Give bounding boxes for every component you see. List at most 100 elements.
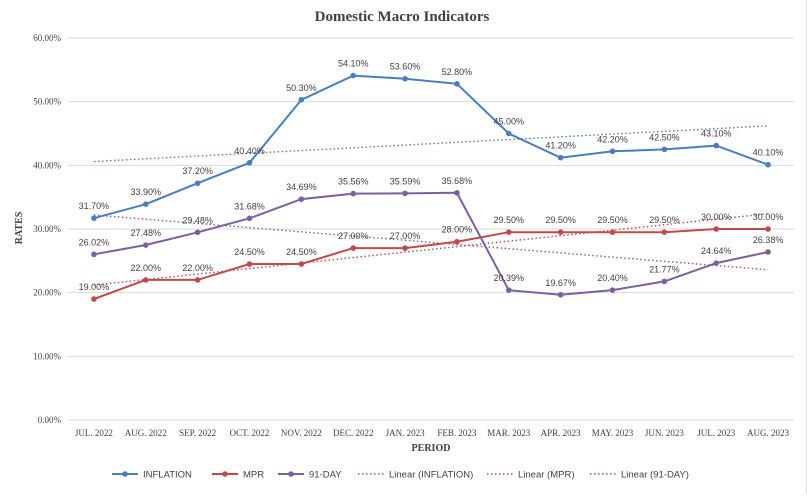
x-tick-label: SEP. 2022: [179, 428, 216, 438]
x-tick-label: MAR. 2023: [487, 428, 531, 438]
data-label: 21.77%: [649, 264, 680, 274]
data-point: [194, 229, 201, 236]
x-tick-label: OCT. 2022: [230, 428, 270, 438]
data-label: 35.59%: [390, 176, 421, 186]
data-label: 43.10%: [701, 129, 732, 139]
data-point: [505, 287, 512, 293]
data-label: 40.40%: [234, 146, 265, 156]
trendlines: [93, 125, 769, 286]
data-point: [557, 154, 564, 161]
data-point: [402, 75, 408, 82]
x-tick-label: JUN. 2023: [645, 428, 685, 438]
data-label: 22.00%: [182, 263, 213, 273]
data-point: [765, 226, 771, 232]
data-point: [298, 261, 305, 267]
data-point: [609, 148, 616, 155]
x-tick-label: JUL. 2023: [697, 428, 735, 438]
data-point: [298, 96, 305, 103]
data-label: 19.67%: [545, 278, 576, 288]
data-point: [350, 245, 357, 251]
data-label: 24.64%: [701, 246, 732, 256]
data-point: [661, 278, 668, 285]
data-point: [609, 229, 616, 235]
data-point: [454, 238, 460, 245]
data-label: 20.39%: [494, 273, 525, 283]
data-point: [505, 130, 512, 137]
legend-item: Linear (MPR): [487, 470, 575, 481]
y-tick-label: 10.00%: [33, 351, 61, 361]
data-point: [298, 196, 305, 202]
data-label: 30.00%: [753, 212, 784, 222]
data-label: 54.10%: [338, 59, 369, 69]
data-label: 45.00%: [494, 117, 525, 127]
y-tick-label: 40.00%: [33, 160, 61, 170]
trendline: [93, 213, 769, 286]
x-tick-label: DEC. 2022: [333, 428, 374, 438]
legend-label: MPR: [243, 470, 264, 481]
data-label: 40.10%: [753, 148, 784, 158]
legend-marker: [288, 471, 294, 477]
data-label: 27.48%: [131, 228, 162, 238]
data-label: 24.50%: [234, 247, 265, 257]
x-axis-title: PERIOD: [412, 443, 451, 454]
series-line: [93, 228, 769, 300]
data-point: [661, 229, 668, 235]
gridlines: [68, 37, 794, 421]
x-tick-label: JUL. 2022: [75, 428, 113, 438]
legend: INFLATION MPR 91-DAY Linear (INFLATION) Line…: [112, 470, 689, 481]
x-tick-label: FEB. 2023: [437, 428, 477, 438]
data-label: 19.00%: [79, 282, 110, 292]
y-tick-label: 50.00%: [33, 97, 61, 107]
data-label: 35.56%: [338, 177, 369, 187]
y-tick-label: 60.00%: [33, 33, 61, 43]
x-axis-tick-labels: JUL. 2022 AUG. 2022 SEP. 2022 OCT. 2022 NOV.…: [75, 428, 790, 438]
x-tick-label: AUG. 2023: [747, 428, 789, 438]
data-label: 29.50%: [649, 215, 680, 225]
data-label: 50.30%: [286, 83, 317, 93]
data-point: [557, 229, 564, 235]
data-label: 35.68%: [442, 176, 473, 186]
data-label: 52.80%: [442, 67, 473, 77]
trendline: [93, 214, 769, 271]
data-point: [142, 201, 149, 207]
data-label: 30.00%: [701, 212, 732, 222]
legend-label: 91-DAY: [309, 470, 342, 481]
legend-item: Linear (91-DAY): [590, 470, 689, 481]
x-tick-label: AUG. 2022: [125, 428, 167, 438]
data-point: [194, 180, 201, 186]
data-label: 33.90%: [131, 187, 162, 197]
data-point: [505, 229, 512, 235]
data-point: [713, 260, 720, 266]
x-tick-label: MAY. 2023: [592, 428, 634, 438]
data-label: 41.20%: [545, 141, 576, 151]
legend-label: Linear (INFLATION): [389, 470, 473, 481]
data-point: [454, 81, 460, 87]
data-point: [454, 190, 460, 196]
data-point: [142, 277, 149, 283]
data-label: 22.00%: [131, 263, 162, 273]
data-point: [661, 146, 668, 153]
data-point: [402, 190, 408, 197]
data-point: [194, 277, 201, 283]
y-tick-label: 20.00%: [33, 288, 61, 298]
data-point: [246, 159, 253, 166]
data-label: 20.40%: [597, 273, 628, 283]
legend-label: INFLATION: [143, 470, 192, 481]
data-label: 42.50%: [649, 132, 680, 142]
data-label: 34.69%: [286, 182, 317, 192]
data-label: 29.50%: [597, 215, 628, 225]
data-label: 42.20%: [597, 134, 628, 144]
data-label: 29.48%: [182, 215, 213, 225]
legend-marker: [222, 471, 228, 477]
data-point: [713, 226, 720, 232]
data-point: [142, 242, 149, 248]
data-label: 27.00%: [338, 231, 369, 241]
legend-marker: [122, 471, 128, 477]
data-label: 26.02%: [79, 237, 110, 247]
trendline: [93, 125, 769, 163]
data-label: 24.50%: [286, 247, 317, 257]
y-tick-label: 0.00%: [38, 415, 62, 425]
series-line: [93, 191, 769, 296]
